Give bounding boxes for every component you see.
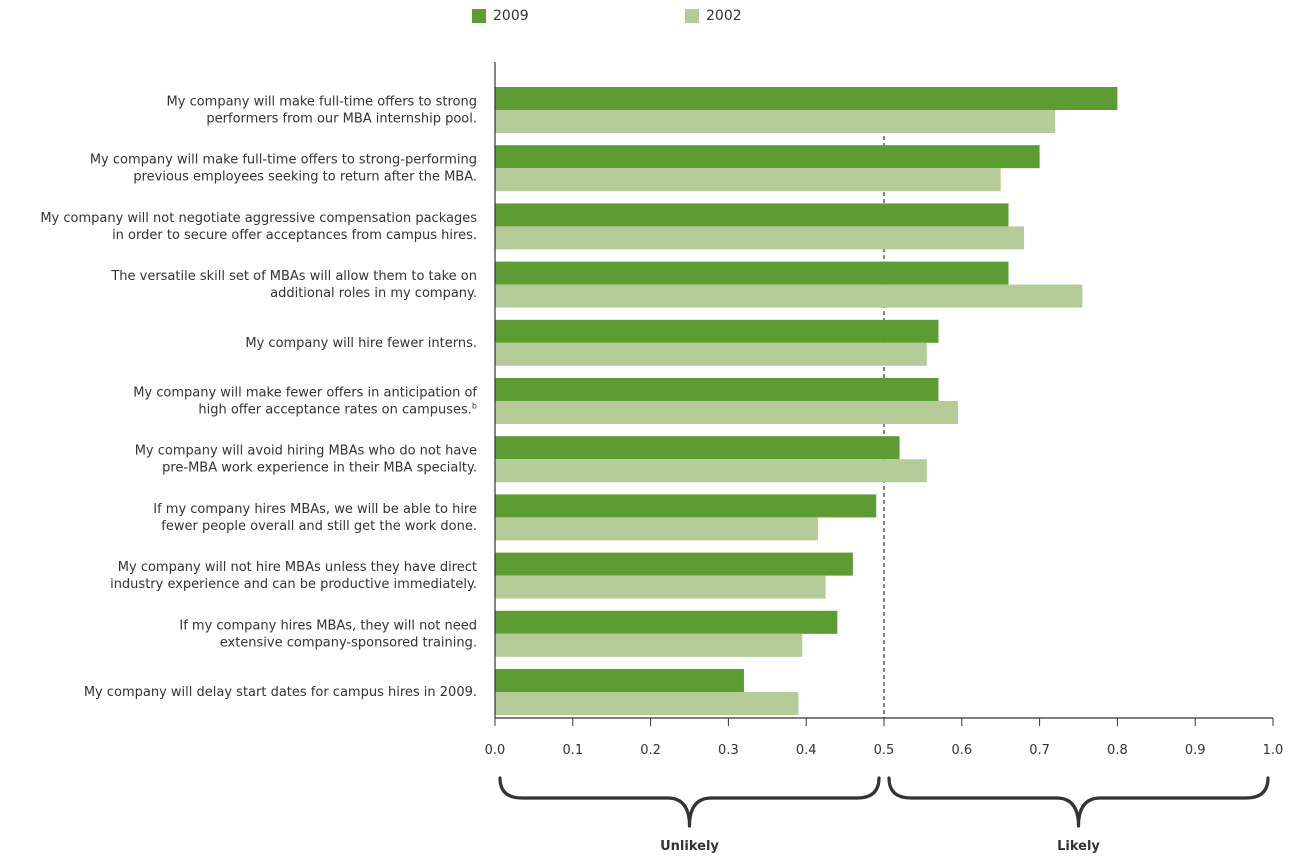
category-label: My company will make full-time offers to…: [90, 153, 477, 185]
x-tick-label: 0.9: [1185, 743, 1206, 758]
legend-label-2002: 2002: [706, 8, 742, 24]
category-label: My company will not hire MBAs unless the…: [110, 560, 477, 592]
bar-2002: [495, 284, 1083, 308]
zone-brace: [498, 776, 881, 828]
legend-swatch-2002: [685, 9, 699, 23]
category-label: If my company hires MBAs, they will not …: [179, 618, 477, 650]
bar-2009: [495, 319, 939, 343]
x-tick-label: 0.8: [1107, 743, 1128, 758]
bar-2009: [495, 203, 1009, 227]
x-tick-label: 0.1: [562, 743, 583, 758]
bar-2002: [495, 401, 958, 424]
bar-2002: [495, 575, 826, 599]
bar-2002: [495, 226, 1025, 250]
legend-swatch-2009: [472, 9, 486, 23]
category-label: My company will delay start dates for ca…: [84, 685, 477, 700]
zone-label: Unlikely: [660, 839, 719, 854]
bar-2009: [495, 610, 838, 634]
bar-2002: [495, 692, 799, 715]
category-label: My company will make fewer offers in ant…: [133, 386, 477, 418]
bar-2009: [495, 436, 900, 460]
bar-2002: [495, 342, 927, 366]
zone-brace: [887, 776, 1270, 828]
x-tick-label: 0.0: [485, 743, 506, 758]
legend-item-2009: 2009: [472, 8, 529, 24]
legend-label-2009: 2009: [493, 8, 529, 24]
x-tick-label: 0.6: [951, 743, 972, 758]
category-label: My company will make full-time offers to…: [167, 95, 477, 127]
bar-2002: [495, 168, 1001, 192]
bar-2009: [495, 378, 939, 401]
category-label: If my company hires MBAs, we will be abl…: [153, 502, 477, 534]
bar-2009: [495, 669, 744, 692]
x-tick-label: 0.4: [796, 743, 817, 758]
category-label: My company will avoid hiring MBAs who do…: [135, 444, 477, 476]
x-tick-label: 0.7: [1029, 743, 1050, 758]
legend-item-2002: 2002: [685, 8, 742, 24]
bar-2002: [495, 459, 927, 483]
bar-2009: [495, 552, 853, 576]
zone-label: Likely: [1057, 839, 1100, 854]
x-tick-label: 0.2: [640, 743, 661, 758]
x-tick-label: 0.3: [718, 743, 739, 758]
category-label: My company will not negotiate aggressive…: [40, 211, 477, 243]
bar-2002: [495, 517, 818, 541]
bar-2009: [495, 87, 1118, 110]
bar-2009: [495, 261, 1009, 285]
category-label: The versatile skill set of MBAs will all…: [110, 269, 477, 301]
bar-2002: [495, 110, 1056, 133]
category-label: My company will hire fewer interns.: [245, 336, 477, 351]
bar-2009: [495, 494, 877, 518]
x-tick-label: 0.5: [874, 743, 895, 758]
bar-2009: [495, 145, 1040, 169]
legend: 2009 2002: [472, 8, 972, 30]
x-tick-label: 1.0: [1263, 743, 1284, 758]
bar-2002: [495, 633, 803, 657]
